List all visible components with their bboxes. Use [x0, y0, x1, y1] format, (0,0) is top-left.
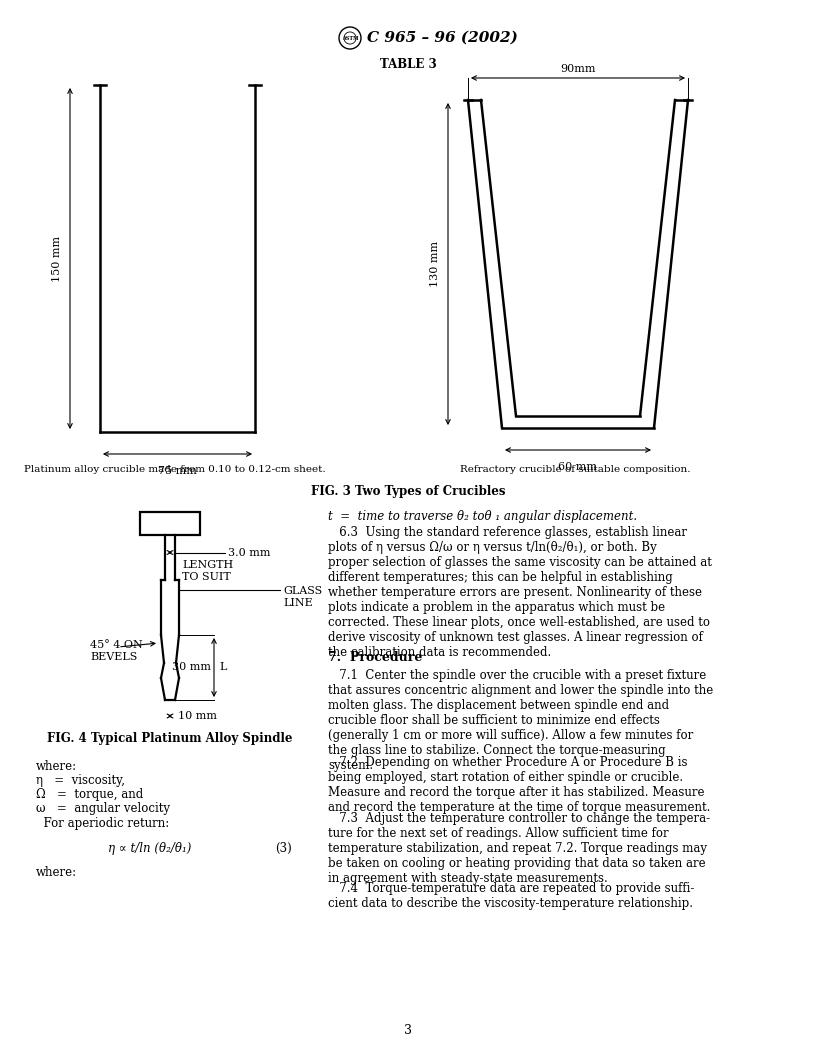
Text: FIG. 3 Two Types of Crucibles: FIG. 3 Two Types of Crucibles: [311, 485, 505, 498]
Text: Refractory crucible of suitable composition.: Refractory crucible of suitable composit…: [459, 465, 690, 474]
Text: LENGTH
TO SUIT: LENGTH TO SUIT: [182, 560, 233, 582]
Text: 45° 4 ON
BEVELS: 45° 4 ON BEVELS: [90, 640, 143, 662]
Text: η   =  viscosity,: η = viscosity,: [36, 774, 125, 787]
Text: GLASS
LINE: GLASS LINE: [283, 586, 322, 607]
Text: 150 mm: 150 mm: [52, 235, 62, 282]
Text: 6.3  Using the standard reference glasses, establish linear
plots of η versus Ω/: 6.3 Using the standard reference glasses…: [328, 526, 712, 659]
Text: For aperiodic return:: For aperiodic return:: [36, 817, 169, 830]
Text: Platinum alloy crucible made from 0.10 to 0.12-cm sheet.: Platinum alloy crucible made from 0.10 t…: [24, 465, 326, 474]
Text: TABLE 3: TABLE 3: [379, 58, 437, 71]
Text: 130 mm: 130 mm: [430, 241, 440, 287]
Text: 30 mm: 30 mm: [172, 662, 211, 673]
Text: 10 mm: 10 mm: [178, 711, 217, 721]
Text: 3.0 mm: 3.0 mm: [228, 547, 270, 558]
Text: 7.2  Depending on whether Procedure A or Procedure B is
being employed, start ro: 7.2 Depending on whether Procedure A or …: [328, 756, 711, 814]
Text: ω   =  angular velocity: ω = angular velocity: [36, 802, 170, 815]
Text: ASTM: ASTM: [342, 36, 358, 40]
Text: Ω   =  torque, and: Ω = torque, and: [36, 788, 144, 802]
Text: 7.  Procedure: 7. Procedure: [328, 650, 423, 664]
Text: 7.3  Adjust the temperature controller to change the tempera-
ture for the next : 7.3 Adjust the temperature controller to…: [328, 812, 710, 885]
Text: L: L: [219, 662, 226, 673]
Text: η ∝ t/ln (θ₂/θ₁): η ∝ t/ln (θ₂/θ₁): [109, 842, 192, 855]
Text: where:: where:: [36, 866, 78, 879]
Text: (3): (3): [275, 842, 292, 855]
Bar: [140, 512, 200, 535]
Text: t  =  time to traverse θ₂ toθ ₁ angular displacement.: t = time to traverse θ₂ toθ ₁ angular di…: [328, 510, 637, 523]
Text: 60 mm: 60 mm: [558, 463, 597, 472]
Text: 90mm: 90mm: [561, 64, 596, 74]
Text: FIG. 4 Typical Platinum Alloy Spindle: FIG. 4 Typical Platinum Alloy Spindle: [47, 732, 293, 744]
Text: 3: 3: [404, 1023, 412, 1037]
Text: 7.4  Torque-temperature data are repeated to provide suffi-
cient data to descri: 7.4 Torque-temperature data are repeated…: [328, 882, 694, 910]
Text: where:: where:: [36, 760, 78, 773]
Text: 75 mm: 75 mm: [158, 466, 197, 476]
Text: C 965 – 96 (2002): C 965 – 96 (2002): [367, 31, 518, 45]
Text: 7.1  Center the spindle over the crucible with a preset fixture
that assures con: 7.1 Center the spindle over the crucible…: [328, 670, 713, 772]
